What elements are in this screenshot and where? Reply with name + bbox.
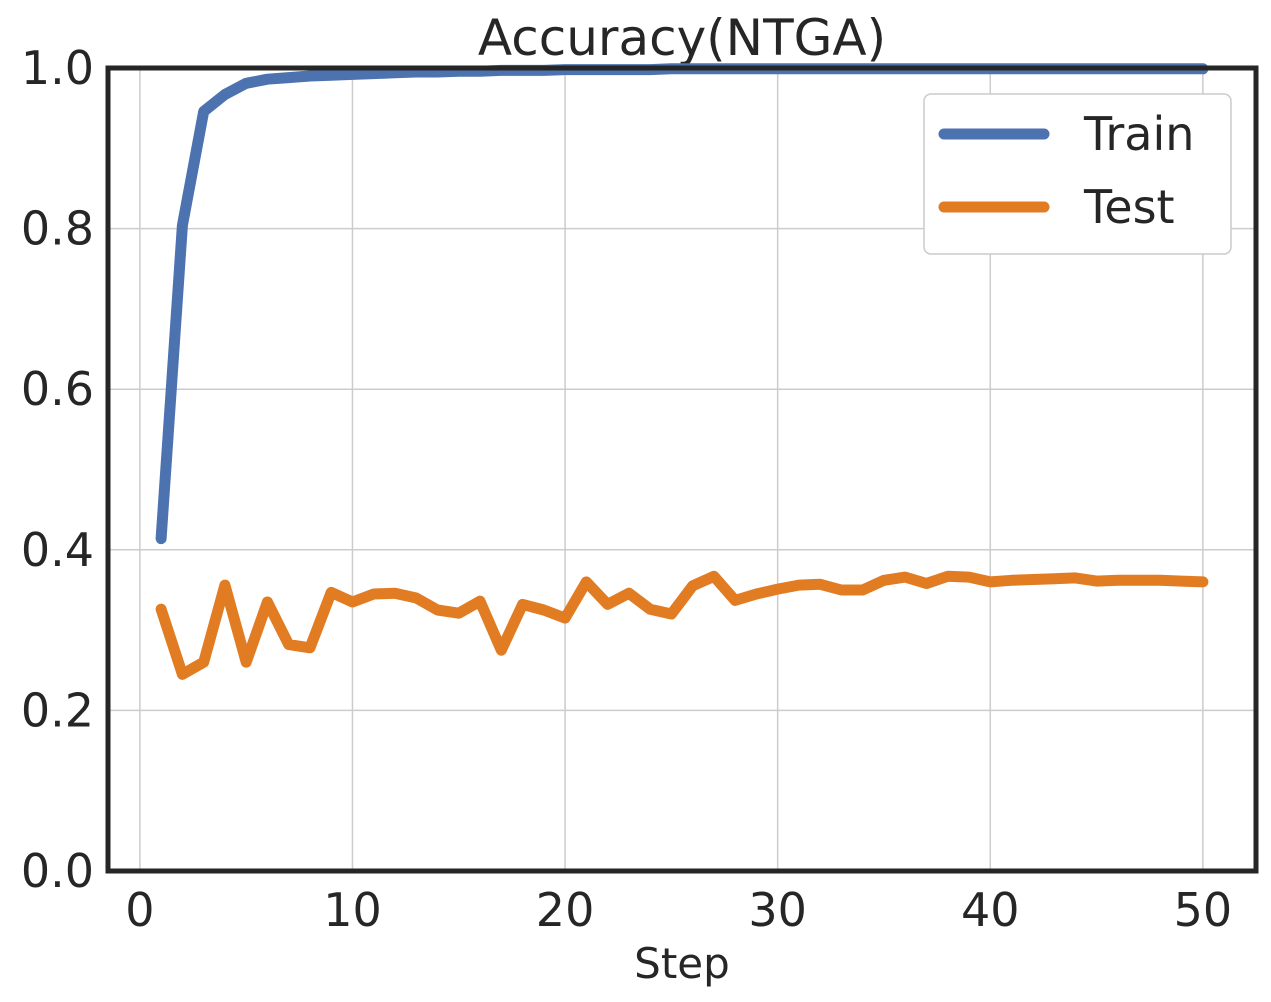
x-axis-label: Step — [634, 939, 730, 988]
x-tick-label: 0 — [125, 883, 154, 937]
x-tick-label: 40 — [961, 883, 1020, 937]
x-tick-label: 50 — [1174, 883, 1233, 937]
legend-label-test: Test — [1083, 180, 1175, 234]
series-line-test — [155, 570, 1209, 680]
y-tick-label: 1.0 — [21, 41, 94, 95]
y-tick-label: 0.2 — [21, 683, 94, 737]
y-tick-label: 0.6 — [21, 362, 94, 416]
plot-frame — [105, 65, 1259, 874]
x-tick-label: 30 — [748, 883, 807, 937]
legend-label-train: Train — [1083, 107, 1194, 161]
y-tick-label: 0.4 — [21, 523, 94, 577]
x-tick-label: 10 — [323, 883, 382, 937]
x-tick-label: 20 — [536, 883, 595, 937]
chart-title: Accuracy(NTGA) — [478, 9, 886, 67]
legend: Train Test — [923, 93, 1232, 255]
y-tick-label: 0.0 — [21, 844, 94, 898]
axis-ticks: 0 10 20 30 40 50 0.0 0.2 0.4 0.6 0.8 1.0 — [21, 41, 1232, 937]
y-tick-label: 0.8 — [21, 202, 94, 256]
